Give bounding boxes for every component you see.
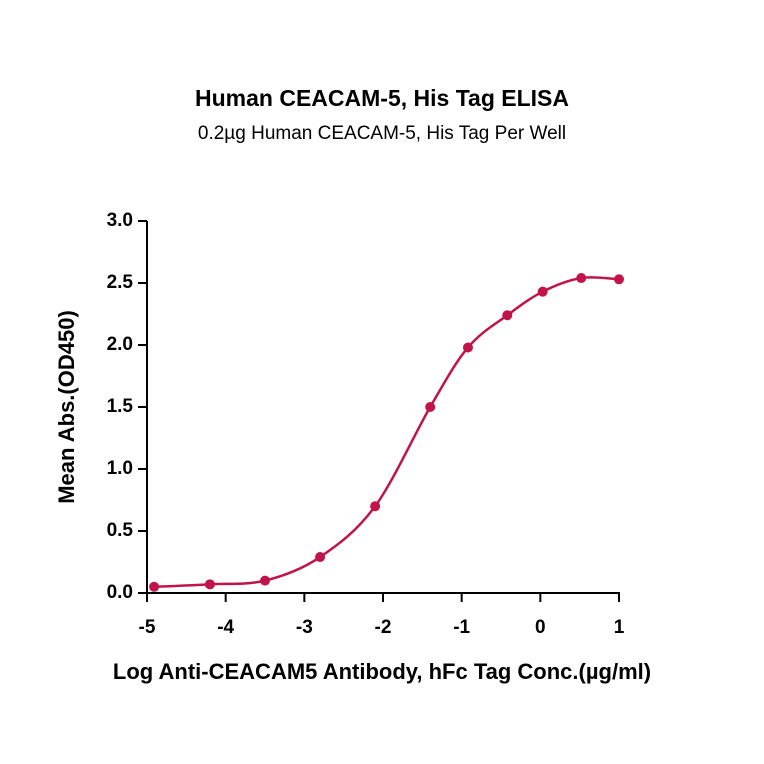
chart-subtitle: 0.2µg Human CEACAM-5, His Tag Per Well [198,123,566,144]
y-tick-label: 2.0 [107,334,133,355]
data-point [315,552,326,563]
chart-title: Human CEACAM-5, His Tag ELISA [195,85,569,111]
x-tick-label: 0 [535,617,546,638]
data-point [370,501,381,512]
y-tick-label: 3.0 [107,210,133,231]
x-axis-label: Log Anti-CEACAM5 Antibody, hFc Tag Conc.… [113,659,651,684]
y-tick-label: 0.0 [107,582,133,603]
fit-line [154,276,620,589]
x-tick-label: -3 [296,617,313,638]
x-tick-label: 1 [614,617,625,638]
data-point [502,310,513,321]
data-point [425,402,436,412]
x-tick-label: -5 [139,617,156,638]
y-tick-label: 1.0 [107,458,133,479]
data-point [204,579,215,590]
y-tick-label: 1.5 [107,396,134,417]
x-tick-label: -4 [217,617,234,638]
y-tick-label: 2.5 [107,272,134,293]
x-tick-label: -1 [453,617,470,638]
x-tick-label: -2 [375,617,392,638]
data-point [537,286,548,297]
data-point [462,342,473,353]
y-axis-label: Mean Abs.(OD450) [54,310,79,504]
data-point [576,273,587,284]
y-tick-label: 0.5 [107,520,134,541]
data-point [260,575,270,586]
data-point [149,581,160,592]
data-point [614,274,624,285]
